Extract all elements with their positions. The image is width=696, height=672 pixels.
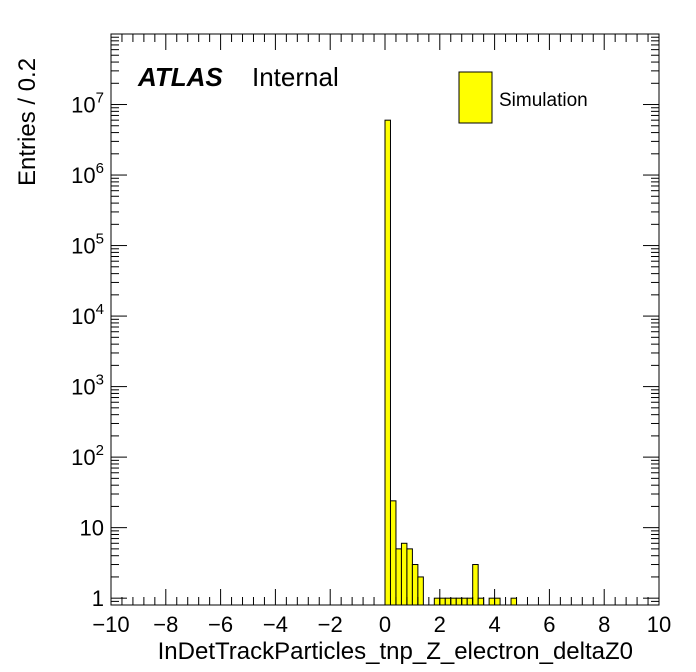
x-tick-label-7: 4 xyxy=(488,612,500,637)
x-axis-title: InDetTrackParticles_tnp_Z_electron_delta… xyxy=(158,638,633,665)
y-tick-labels: 1 10 102 103 104 105 106 107 xyxy=(71,90,104,612)
histogram-bar-5 xyxy=(411,564,419,606)
x-tick-label-0: −10 xyxy=(92,612,129,637)
y-tick-label-7: 107 xyxy=(71,90,104,118)
histogram-bar-2 xyxy=(395,548,402,606)
y-tick-label-0: 1 xyxy=(92,586,104,611)
histogram-bar-13 xyxy=(466,597,474,606)
histogram-bar-1 xyxy=(389,500,397,606)
axis-ticks xyxy=(110,33,660,606)
x-tick-labels: −10 −8 −6 −4 −2 0 2 4 6 8 10 xyxy=(92,612,671,637)
histogram-bar-9 xyxy=(444,597,452,606)
histogram-bar-10 xyxy=(450,597,457,606)
x-tick-label-4: −2 xyxy=(318,612,343,637)
histogram-bar-15 xyxy=(477,597,485,606)
atlas-label: ATLAS xyxy=(137,62,223,92)
histogram-bar-4 xyxy=(406,548,413,606)
x-tick-label-1: −8 xyxy=(153,612,178,637)
y-tick-label-3: 103 xyxy=(71,372,104,400)
x-tick-label-6: 2 xyxy=(434,612,446,637)
y-tick-label-6: 106 xyxy=(71,160,104,188)
x-tick-label-9: 8 xyxy=(598,612,610,637)
plot-frame xyxy=(110,33,660,606)
y-tick-label-5: 105 xyxy=(71,231,104,259)
histogram-bar-0 xyxy=(384,119,391,606)
internal-label: Internal xyxy=(252,62,339,92)
histogram-bar-12 xyxy=(461,597,468,606)
legend: Simulation xyxy=(458,71,588,124)
histogram-bar-8 xyxy=(439,597,446,606)
histogram-bar-6 xyxy=(417,576,424,606)
histogram-bar-3 xyxy=(400,542,408,606)
x-tick-label-3: −4 xyxy=(263,612,288,637)
histogram-bar-18 xyxy=(510,597,518,606)
y-tick-label-1: 10 xyxy=(80,516,104,541)
x-tick-label-10: 10 xyxy=(647,612,671,637)
histogram-bar-11 xyxy=(455,597,463,606)
histogram-bar-17 xyxy=(494,597,501,606)
histogram-bar-16 xyxy=(488,597,496,606)
x-tick-label-8: 6 xyxy=(543,612,555,637)
legend-swatch xyxy=(458,71,493,124)
y-tick-label-4: 104 xyxy=(71,301,104,329)
y-tick-label-2: 102 xyxy=(71,442,104,470)
legend-entry-simulation: Simulation xyxy=(499,90,588,111)
x-tick-label-2: −6 xyxy=(208,612,233,637)
x-tick-label-5: 0 xyxy=(379,612,391,637)
y-axis-title: Entries / 0.2 xyxy=(14,58,41,186)
histogram-bar-7 xyxy=(433,597,441,606)
histogram-bar-14 xyxy=(472,564,479,606)
